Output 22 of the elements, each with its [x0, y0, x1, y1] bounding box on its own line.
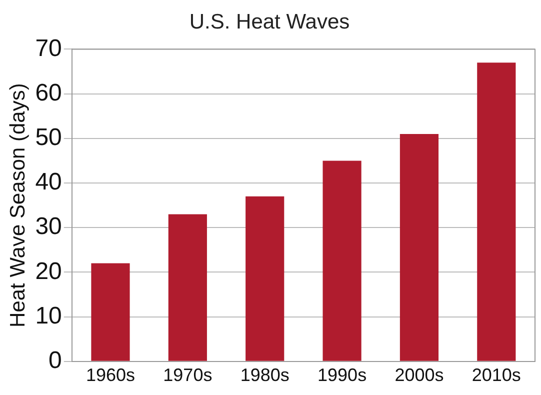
- bar: [322, 160, 362, 361]
- bar: [246, 196, 284, 361]
- x-tick-label: 1980s: [240, 365, 290, 386]
- y-tick-label: 20: [35, 258, 62, 285]
- chart-title: U.S. Heat Waves: [189, 10, 350, 34]
- y-tick-label: 40: [35, 168, 62, 196]
- y-axis-title: Heat Wave Season (days): [6, 83, 30, 328]
- y-tick-label: 30: [35, 213, 62, 240]
- bar: [400, 134, 439, 361]
- bar: [477, 62, 516, 361]
- y-tick-label: 0: [48, 347, 62, 374]
- y-tick-label: 70: [35, 34, 62, 62]
- x-tick-label: 1990s: [318, 365, 367, 386]
- y-tick-label: 60: [35, 79, 62, 106]
- y-tick-label: 10: [35, 302, 62, 330]
- x-tick-label: 1970s: [163, 365, 212, 386]
- y-tick-label: 50: [35, 124, 62, 152]
- x-tick-label: 2010s: [472, 365, 521, 386]
- x-tick-label: 2000s: [394, 365, 444, 386]
- bar: [168, 214, 207, 361]
- x-tick-label: 1960s: [86, 365, 136, 386]
- bar: [91, 263, 130, 361]
